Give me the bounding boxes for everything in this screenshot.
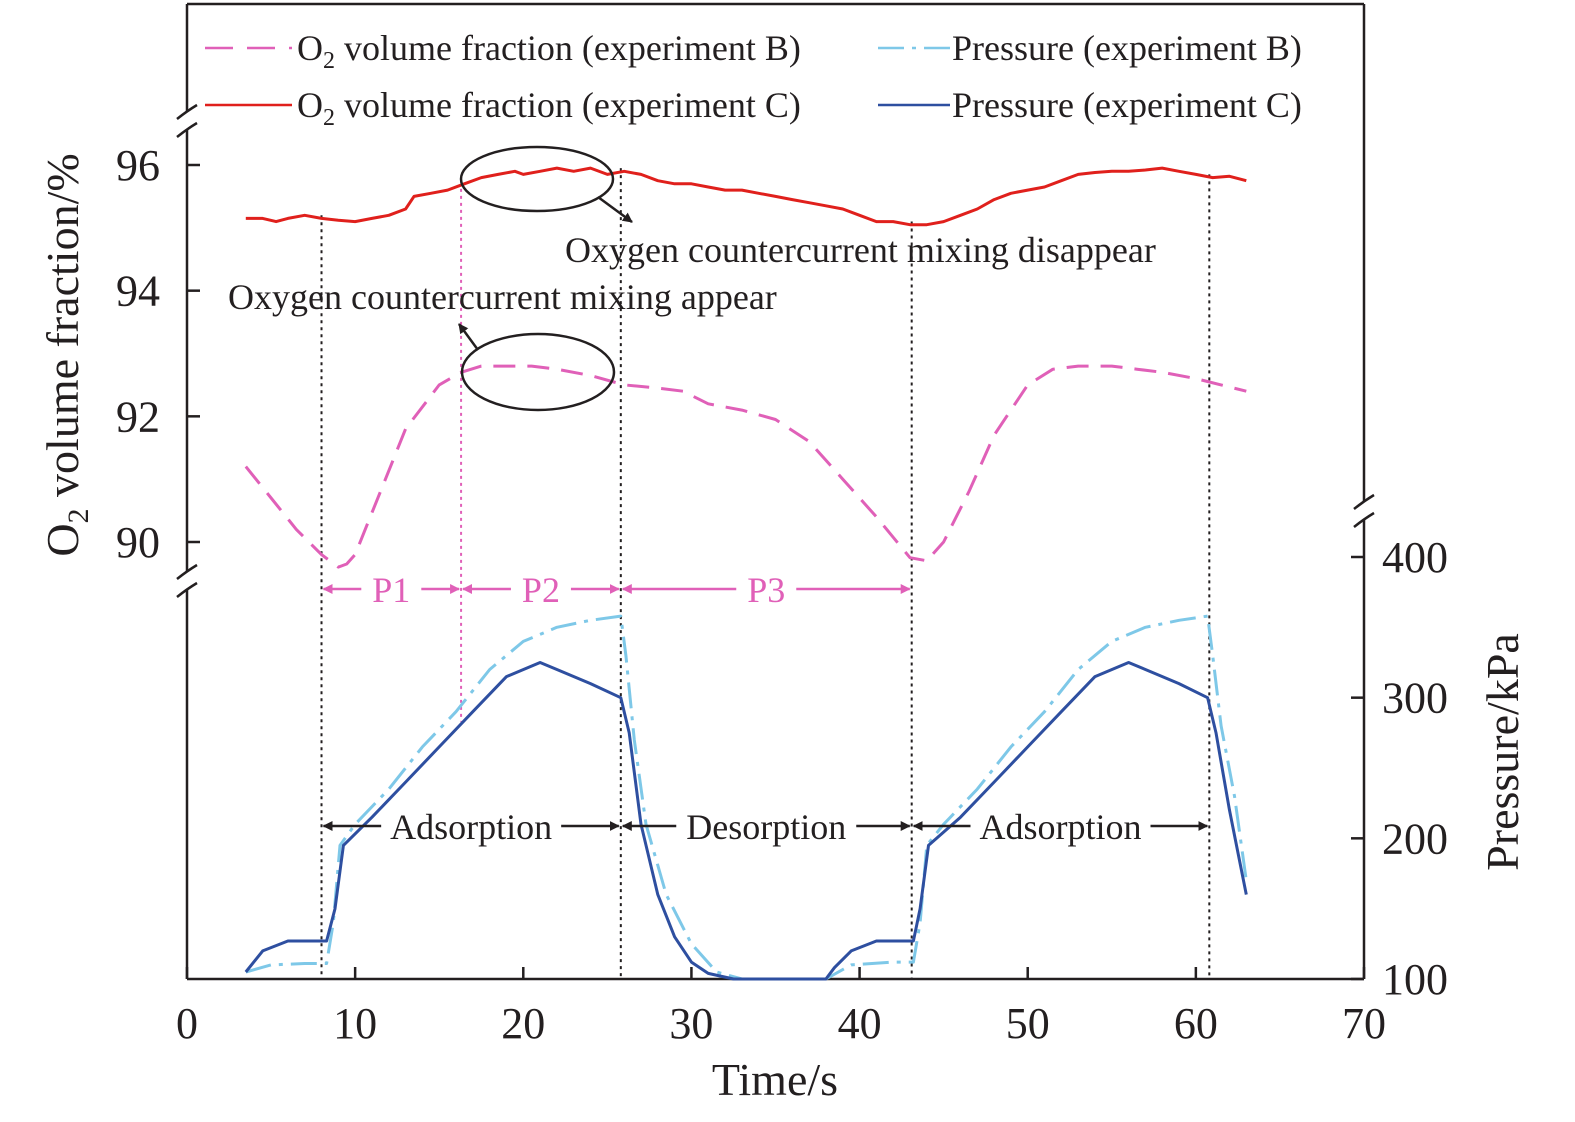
ticks (185, 163, 1366, 981)
tick-labels: 0 10 20 30 40 50 60 70 90 92 94 96 100 200 300 400 (116, 141, 1448, 1048)
series-line-2 (245, 614, 1248, 981)
x-tick-label: 10 (333, 999, 377, 1048)
right-break-mark-1 (1353, 493, 1375, 510)
x-tick-label: 20 (501, 999, 545, 1048)
left-break-mark-bottom-1 (176, 563, 198, 580)
y-right-tick-label: 300 (1382, 674, 1448, 723)
annotation-text-upper: Oxygen countercurrent mixing disappear (565, 230, 1156, 270)
series-line-3 (244, 661, 1248, 981)
phase-arrows: Adsorption Desorption Adsorption (322, 807, 1209, 847)
series-line-0 (244, 364, 1247, 569)
period-label-0: P1 (372, 570, 410, 610)
phase-label-2: Adsorption (980, 807, 1142, 847)
x-axis-title: Time/s (712, 1054, 838, 1105)
x-tick-label: 70 (1342, 999, 1386, 1048)
legend-label-pressure-c: Pressure (experiment C) (952, 85, 1302, 125)
y-right-tick-label: 100 (1382, 955, 1448, 1004)
phase-label-0: Adsorption (390, 807, 552, 847)
period-arrows: P1 P2 P3 (322, 570, 911, 610)
legend-label-pressure-b: Pressure (experiment B) (952, 28, 1302, 68)
annotation-arrow-lower (457, 323, 480, 351)
ellipse-lower (460, 332, 616, 412)
x-tick-label: 0 (176, 999, 198, 1048)
annotation-arrow-upper (597, 195, 633, 224)
left-break-mark-top-2 (176, 121, 198, 138)
x-tick-label: 50 (1006, 999, 1050, 1048)
right-break-mark-2 (1353, 511, 1375, 528)
axis-break-marks (176, 103, 1375, 598)
period-label-1: P2 (522, 570, 560, 610)
y-right-tick-label: 400 (1382, 533, 1448, 582)
period-label-2: P3 (747, 570, 785, 610)
y-left-tick-label: 96 (116, 141, 160, 190)
annotation-text-lower: Oxygen countercurrent mixing appear (228, 277, 777, 317)
legend: O2 volume fraction (experiment B) Pressu… (205, 28, 1302, 131)
left-break-mark-bottom-2 (176, 581, 198, 598)
annotations: Oxygen countercurrent mixing disappear O… (228, 145, 1156, 412)
series-layer (244, 166, 1248, 981)
y-axis-title-right: Pressure/kPa (1477, 633, 1528, 871)
left-break-mark-top-1 (176, 103, 198, 120)
series-line-1 (245, 166, 1247, 227)
y-left-tick-label: 90 (116, 518, 160, 567)
phase-label-1: Desorption (686, 807, 846, 847)
y-right-tick-label: 200 (1382, 814, 1448, 863)
legend-label-o2-b: O2 volume fraction (experiment B) (297, 28, 801, 74)
y-left-tick-label: 92 (116, 392, 160, 441)
x-tick-label: 60 (1174, 999, 1218, 1048)
legend-label-o2-c: O2 volume fraction (experiment C) (297, 85, 801, 131)
y-left-tick-label: 94 (116, 267, 160, 316)
plot-frame (185, 2, 1366, 981)
x-tick-label: 30 (669, 999, 713, 1048)
guide-lines (320, 168, 1211, 979)
x-tick-label: 40 (838, 999, 882, 1048)
ellipse-upper (459, 145, 615, 213)
y-axis-title-left: O2 volume fraction/% (37, 153, 95, 556)
